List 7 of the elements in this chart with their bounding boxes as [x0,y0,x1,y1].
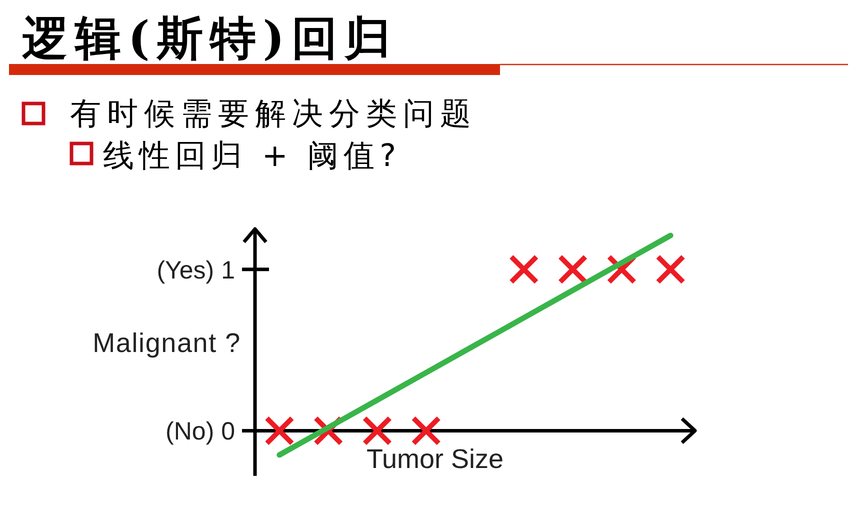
y-tick-label: (Yes) 1 [156,256,235,284]
y-tick-label: (No) 0 [166,418,235,446]
text: 线性回归 + 阈值? [103,138,402,174]
x-axis-title: Tumor Size [366,444,504,474]
text: 有时候需要解决分类问题 [70,96,477,132]
y-axis-title: Malignant ? [92,328,241,358]
chart-title: 逻辑(斯特)回归 [22,11,398,65]
